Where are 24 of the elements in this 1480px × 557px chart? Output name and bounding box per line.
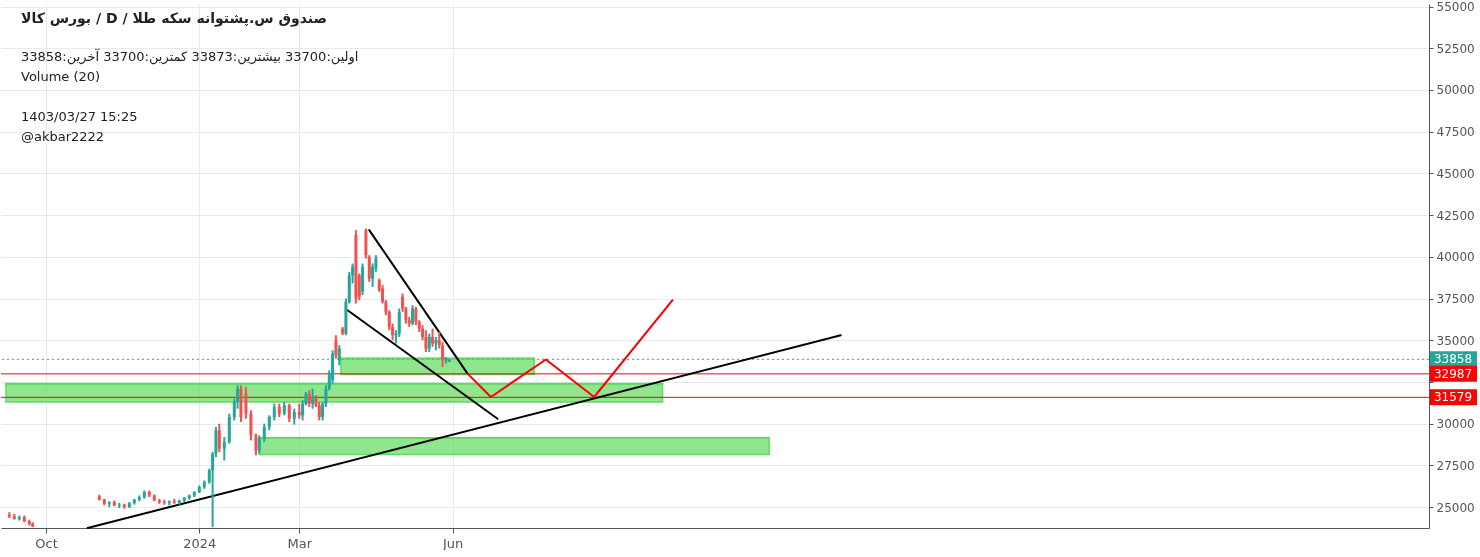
- annotation: @akbar2222: [21, 129, 105, 144]
- y-tick-label: 50000: [1436, 83, 1475, 98]
- ref-line-label: 32987: [1433, 366, 1473, 381]
- annotation: Volume (20): [21, 69, 101, 84]
- annotation: اولین:33700 بیشترین:33873 کمترین:33700 آخرین:33858: [21, 48, 359, 65]
- y-tick-label: 45000: [1436, 166, 1475, 181]
- y-tick-label: 42500: [1436, 208, 1475, 223]
- x-tick-label: Oct: [35, 535, 58, 551]
- ref-line-label: 33858: [1433, 352, 1473, 367]
- ref-line-label: 31579: [1433, 390, 1473, 405]
- y-tick-label: 25000: [1436, 500, 1475, 515]
- y-tick-label: 35000: [1436, 333, 1475, 348]
- y-tick-label: 40000: [1436, 250, 1475, 265]
- y-tick-label: 47500: [1436, 125, 1475, 140]
- y-tick-label: 52500: [1436, 41, 1475, 56]
- y-tick-label: 55000: [1436, 0, 1475, 14]
- x-tick-label: Mar: [287, 535, 313, 551]
- y-tick-label: 30000: [1436, 417, 1475, 432]
- chart-title: صندوق س.پشتوانه سکه طلا / D / بورس کالا: [21, 10, 328, 27]
- y-tick-label: 27500: [1436, 458, 1475, 473]
- x-tick-label: 2024: [183, 535, 217, 551]
- annotation: 1403/03/27 15:25: [21, 109, 138, 124]
- y-tick-label: 37500: [1436, 292, 1475, 307]
- x-tick-label: Jun: [441, 535, 464, 551]
